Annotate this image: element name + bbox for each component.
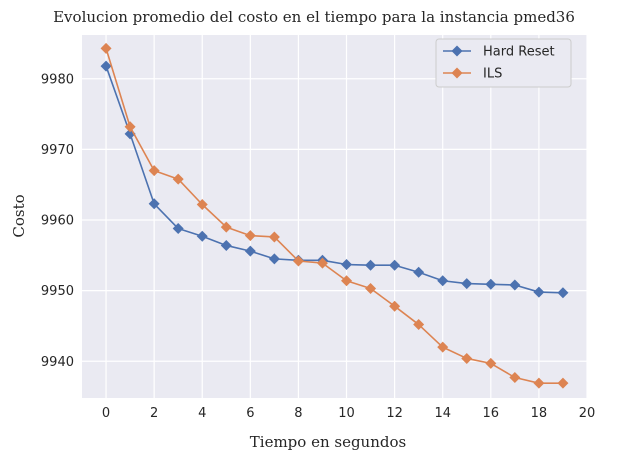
series-layer: [100, 42, 569, 389]
y-tick-label: 9950: [41, 284, 74, 299]
x-axis-label: Tiempo en segundos: [250, 433, 406, 451]
data-point: [389, 300, 401, 312]
series-1: [100, 60, 569, 299]
x-tick-label: 10: [338, 406, 355, 421]
x-tick-label: 4: [198, 406, 206, 421]
data-point: [124, 121, 136, 133]
data-point: [437, 275, 449, 287]
data-point: [413, 266, 425, 278]
data-point: [316, 257, 328, 269]
y-tick-label: 9980: [41, 72, 74, 87]
data-point: [196, 230, 208, 242]
y-axis-label: Costo: [10, 194, 28, 237]
grid-lines: [82, 35, 588, 398]
data-point: [485, 278, 497, 290]
data-point: [461, 352, 473, 364]
data-point: [437, 341, 449, 353]
legend-marker: [451, 67, 463, 79]
y-axis-ticks: 9940 9950 9960 9970 9980: [41, 72, 74, 369]
data-point: [461, 278, 473, 290]
x-tick-label: 14: [434, 406, 451, 421]
plot-area: [82, 35, 587, 398]
data-point: [509, 372, 521, 384]
data-point: [365, 283, 377, 295]
x-tick-label: 20: [579, 406, 596, 421]
legend-marker: [451, 45, 463, 57]
data-point: [413, 319, 425, 331]
data-point: [557, 287, 569, 299]
legend-entry: Hard Reset: [443, 45, 555, 60]
data-point: [220, 239, 232, 251]
data-point: [148, 198, 160, 210]
legend-label: Hard Reset: [483, 45, 555, 60]
x-tick-label: 8: [294, 406, 302, 421]
data-point: [244, 230, 256, 242]
data-point: [389, 259, 401, 271]
x-tick-label: 0: [102, 406, 110, 421]
data-point: [148, 165, 160, 177]
x-tick-label: 18: [531, 406, 548, 421]
data-point: [196, 198, 208, 210]
data-point: [268, 231, 280, 243]
data-point: [100, 42, 112, 54]
series-2: [100, 42, 569, 389]
data-point: [485, 357, 497, 369]
data-point: [533, 286, 545, 298]
data-point: [100, 60, 112, 72]
data-point: [244, 245, 256, 257]
legend-entry: ILS: [443, 67, 502, 82]
y-tick-label: 9960: [41, 214, 74, 229]
y-tick-label: 9940: [41, 355, 74, 370]
x-tick-label: 16: [483, 406, 500, 421]
legend-label: ILS: [483, 67, 502, 82]
data-point: [220, 221, 232, 233]
x-tick-label: 2: [150, 406, 158, 421]
chart-title: Evolucion promedio del costo en el tiemp…: [53, 8, 575, 26]
data-point: [172, 173, 184, 185]
data-point: [268, 253, 280, 265]
data-point: [557, 377, 569, 389]
data-point: [292, 255, 304, 267]
y-tick-label: 9970: [41, 143, 74, 158]
x-tick-label: 12: [386, 406, 403, 421]
x-axis-ticks: 0 2 4 6 8 10 12 14 16 18 20: [102, 406, 595, 421]
data-point: [172, 223, 184, 235]
x-tick-label: 6: [246, 406, 254, 421]
data-point: [509, 279, 521, 291]
data-point: [341, 275, 353, 287]
data-point: [341, 259, 353, 271]
legend: Hard Reset ILS: [435, 38, 572, 88]
data-point: [533, 377, 545, 389]
data-point: [365, 259, 377, 271]
